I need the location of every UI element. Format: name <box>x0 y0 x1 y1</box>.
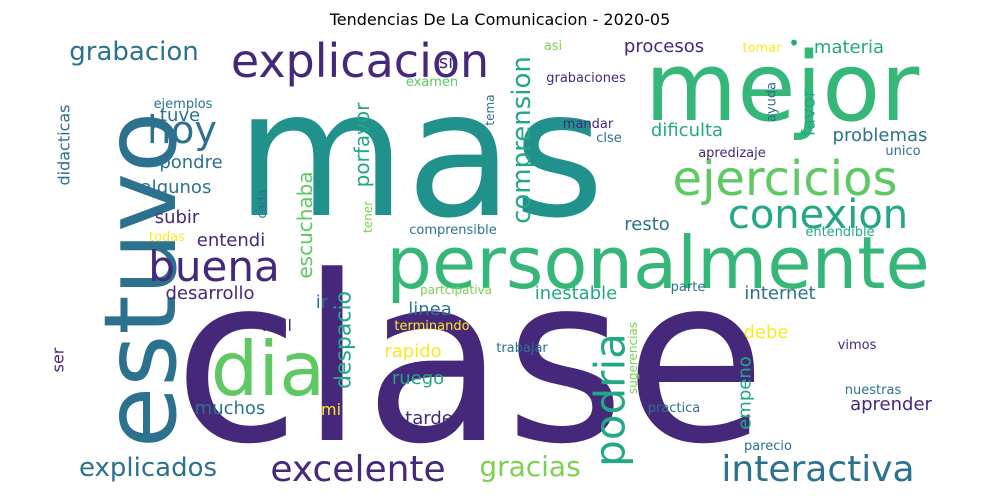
word-rapido: rapido <box>384 341 441 362</box>
word-favor: favor <box>798 89 819 136</box>
word-terminando: terminando <box>394 319 469 334</box>
word-hoy: hoy <box>147 108 217 152</box>
word-buena: buena <box>148 242 279 291</box>
word-parte: parte <box>671 280 706 295</box>
word-ruego: ruego <box>392 368 444 389</box>
word-ir: ir <box>316 292 329 313</box>
word-mejor: mejor <box>645 33 921 143</box>
chart-title: Tendencias De La Comunicacion - 2020-05 <box>329 10 671 29</box>
word-tarde: tarde <box>405 408 453 429</box>
word-partcipativa: partcipativa <box>420 283 492 297</box>
word-problemas: problemas <box>833 125 928 146</box>
word-examen: examen <box>406 75 458 90</box>
word-unico: unico <box>885 144 920 159</box>
word-asi: asi <box>544 39 562 54</box>
word-trabajar: trabajar <box>496 341 548 356</box>
word-estuvo: estuvo <box>82 112 199 449</box>
word-excelente: excelente <box>270 449 445 490</box>
word-tener: tener <box>361 201 375 233</box>
word-grabacion: grabacion <box>69 37 198 67</box>
word-ayuda: ayuda <box>765 82 780 122</box>
word-didacticas: didacticas <box>55 104 74 185</box>
word-parecio: parecio <box>744 439 792 454</box>
word-mi: mi <box>321 400 341 419</box>
word-vimos: vimos <box>838 338 877 353</box>
word-ser: ser <box>49 347 68 372</box>
word-procesos: procesos <box>624 36 704 57</box>
word-dificulta: dificulta <box>651 120 723 141</box>
word-clase: clase <box>174 228 767 495</box>
word-mandar: mandar <box>563 117 614 132</box>
word-sugerencias: sugerencias <box>626 322 640 394</box>
word-nuestras: nuestras <box>845 383 902 398</box>
word-muchos: muchos <box>195 398 266 419</box>
word-si: si <box>439 52 453 73</box>
word-cada: cada <box>255 190 269 219</box>
word-linea: linea <box>408 299 452 320</box>
word-conexion: conexion <box>728 192 908 238</box>
word-desarrollo: desarrollo <box>165 283 254 304</box>
word-practica: practica <box>648 401 701 416</box>
word-gracias: gracias <box>479 450 580 483</box>
word-resto: resto <box>624 214 670 235</box>
word-interactiva: interactiva <box>721 449 914 490</box>
word-explicacion: explicacion <box>231 34 489 88</box>
word-grabaciones: grabaciones <box>546 71 626 86</box>
word-aprender: aprender <box>850 394 932 415</box>
word-mas: mas <box>236 54 605 257</box>
word-escuchaba: escuchaba <box>293 171 317 278</box>
word-materia: materia <box>814 37 884 58</box>
word-debe: debe <box>744 322 789 343</box>
word-mal: mal <box>262 316 292 335</box>
word-despacio: despacio <box>332 291 357 389</box>
word-clse: clse <box>596 131 622 146</box>
word-comprension: comprension <box>507 56 537 224</box>
word-tema: tema <box>483 94 497 125</box>
word-tomar: tomar <box>742 41 782 56</box>
word-inestable: inestable <box>535 283 617 304</box>
word-ejemplos: ejemplos <box>154 97 213 112</box>
word-entendi: entendi <box>197 230 265 251</box>
word-apredizaje: apredizaje <box>698 146 766 161</box>
word-tuve: tuve <box>160 105 200 126</box>
word-entendible: entendible <box>805 225 874 240</box>
word-algunos: algunos <box>141 177 212 198</box>
word-personalmente: personalmente <box>386 221 930 305</box>
word-comprensible: comprensible <box>409 223 497 238</box>
word-dot: • <box>788 31 800 55</box>
word-podria: podria <box>586 333 635 467</box>
word-empeno: empeno <box>734 356 755 430</box>
word-todas: todas <box>149 230 185 245</box>
word-ejercicios: ejercicios <box>673 151 898 207</box>
word-subir: subir <box>155 207 200 228</box>
word-internet: internet <box>744 283 815 304</box>
word-dia: dia <box>211 325 325 413</box>
word-explicados: explicados <box>79 453 217 483</box>
word-pondre: pondre <box>159 152 222 173</box>
word-porfavor: porfavor <box>350 102 374 188</box>
